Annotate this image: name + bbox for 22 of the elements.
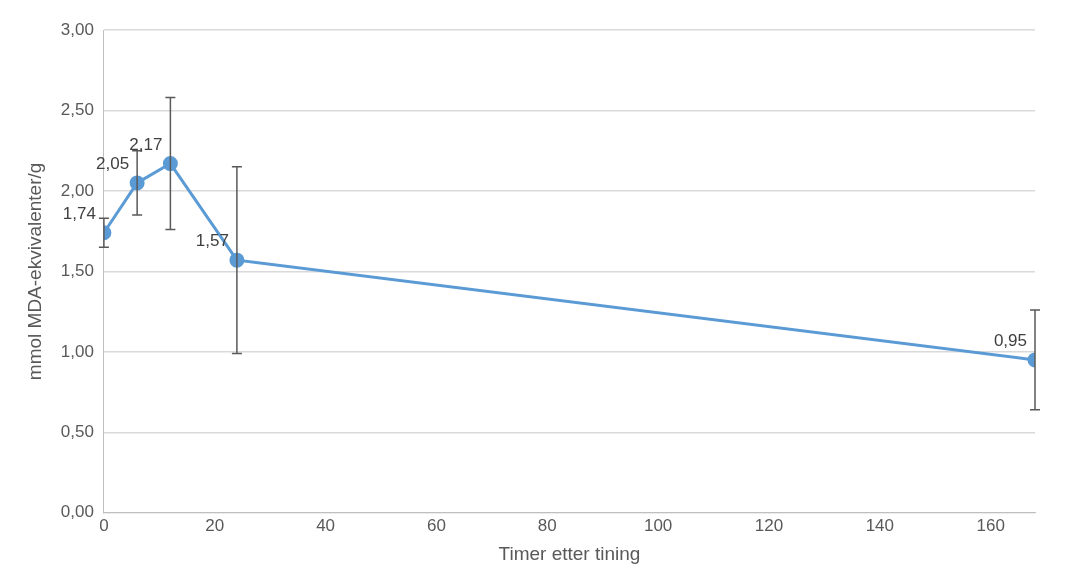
x-tick-label: 40 [316,515,336,535]
y-tick-label: 1,00 [60,341,94,361]
y-tick-label: 2,00 [60,180,94,200]
y-tick-label: 0,50 [60,422,94,442]
x-tick-label: 120 [754,515,784,535]
x-tick-label: 80 [537,515,557,535]
y-tick-label: 1,50 [60,261,94,281]
y-tick-label: 3,00 [60,19,94,39]
data-label: 0,95 [993,331,1027,351]
y-tick-label: 2,50 [60,100,94,120]
x-tick-label: 140 [865,515,894,535]
y-tick-label: 0,00 [60,502,94,522]
x-tick-label: 20 [205,515,225,535]
data-label: 2,05 [96,154,130,174]
x-tick-label: 60 [426,515,446,535]
x-axis-title: Timer etter tining [498,542,641,564]
x-tick-label: 160 [976,515,1005,535]
y-axis-title: mmol MDA-ekvivalenter/g [23,162,45,381]
x-tick-label: 0 [99,515,109,535]
data-label: 2,17 [129,134,163,154]
x-tick-label: 100 [643,515,673,535]
data-label: 1,74 [62,203,96,223]
